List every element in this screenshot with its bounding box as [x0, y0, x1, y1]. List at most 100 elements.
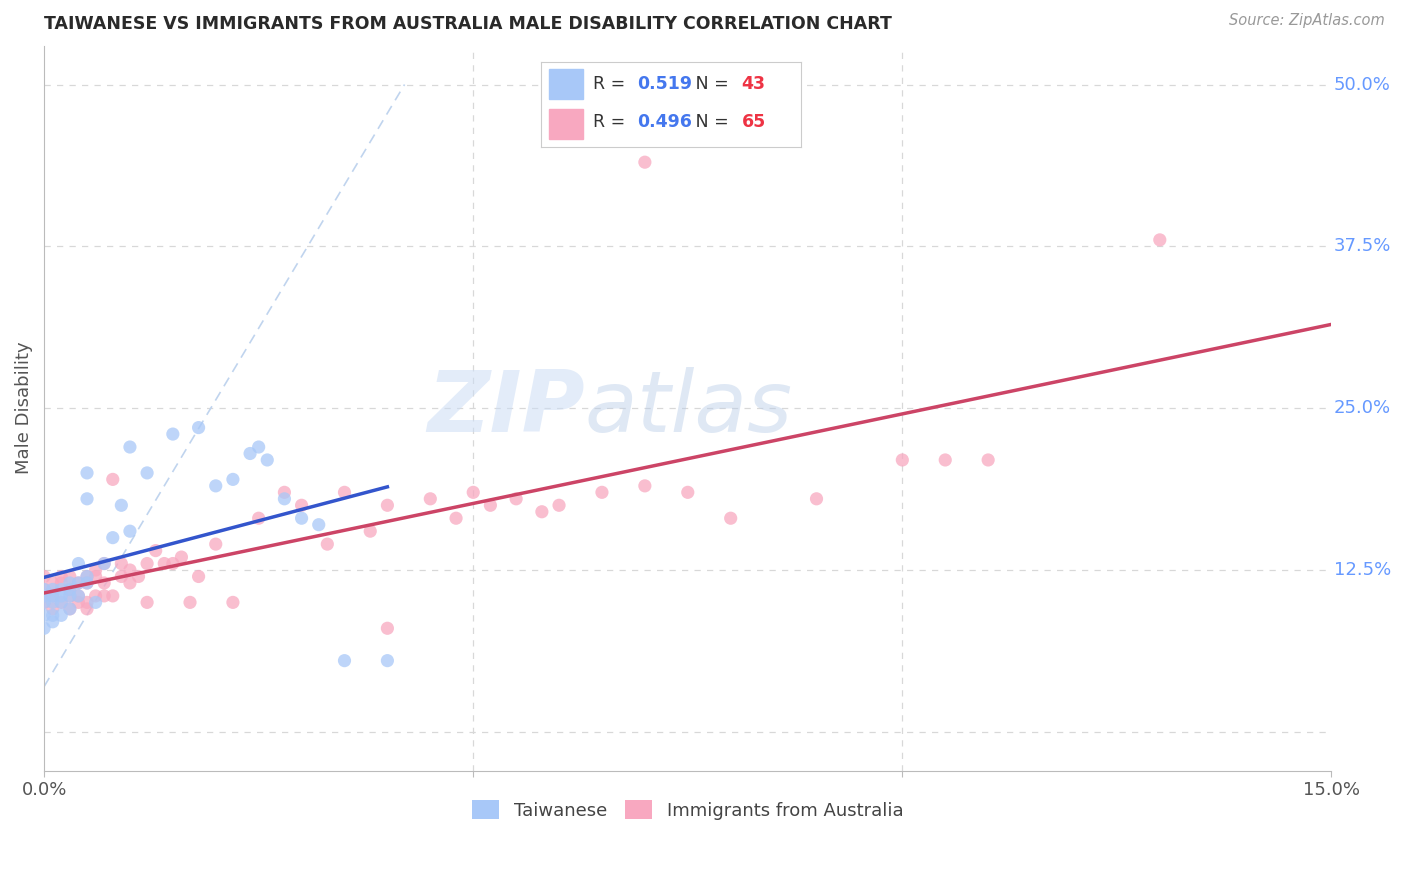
- Point: [806, 491, 828, 506]
- Point: [444, 511, 467, 525]
- Point: [41, 576, 63, 591]
- Point: [290, 511, 312, 525]
- Point: [548, 498, 571, 512]
- Point: [530, 505, 553, 519]
- Point: [67, 589, 90, 603]
- Point: [51, 582, 73, 597]
- Point: [32, 589, 55, 603]
- Point: [290, 498, 312, 512]
- Point: [934, 453, 956, 467]
- Point: [101, 531, 124, 545]
- Point: [179, 595, 201, 609]
- Point: [41, 582, 63, 597]
- Point: [41, 602, 63, 616]
- Point: [59, 582, 82, 597]
- Point: [41, 608, 63, 623]
- Point: [67, 589, 90, 603]
- Point: [463, 485, 485, 500]
- Text: Source: ZipAtlas.com: Source: ZipAtlas.com: [1229, 13, 1385, 29]
- Point: [333, 485, 356, 500]
- Point: [110, 557, 132, 571]
- Point: [720, 511, 742, 525]
- Point: [145, 543, 167, 558]
- Legend: Taiwanese, Immigrants from Australia: Taiwanese, Immigrants from Australia: [465, 793, 911, 827]
- Text: N =: N =: [689, 75, 734, 93]
- Point: [67, 557, 90, 571]
- Point: [84, 563, 107, 577]
- Point: [59, 576, 82, 591]
- Point: [84, 595, 107, 609]
- Point: [187, 420, 209, 434]
- Point: [333, 654, 356, 668]
- Point: [128, 569, 150, 583]
- Point: [84, 569, 107, 583]
- Point: [32, 595, 55, 609]
- Point: [479, 498, 502, 512]
- Point: [222, 595, 245, 609]
- Point: [59, 602, 82, 616]
- Text: 0.519: 0.519: [637, 75, 693, 93]
- Point: [76, 569, 98, 583]
- Text: 43: 43: [741, 75, 766, 93]
- Point: [634, 479, 657, 493]
- Point: [51, 595, 73, 609]
- Text: R =: R =: [593, 75, 631, 93]
- Point: [32, 582, 55, 597]
- Point: [247, 511, 270, 525]
- Text: 0.496: 0.496: [637, 113, 692, 131]
- Point: [59, 589, 82, 603]
- Point: [59, 569, 82, 583]
- Text: 12.5%: 12.5%: [1334, 561, 1392, 579]
- Bar: [550, 109, 583, 139]
- Point: [32, 621, 55, 635]
- Point: [359, 524, 381, 538]
- Point: [51, 595, 73, 609]
- Point: [101, 472, 124, 486]
- Point: [591, 485, 613, 500]
- Point: [977, 453, 1000, 467]
- Point: [204, 479, 226, 493]
- Point: [76, 595, 98, 609]
- Point: [676, 485, 699, 500]
- Point: [93, 557, 115, 571]
- Point: [41, 589, 63, 603]
- Point: [136, 595, 159, 609]
- Point: [316, 537, 339, 551]
- Point: [118, 563, 141, 577]
- Point: [110, 569, 132, 583]
- Text: TAIWANESE VS IMMIGRANTS FROM AUSTRALIA MALE DISABILITY CORRELATION CHART: TAIWANESE VS IMMIGRANTS FROM AUSTRALIA M…: [44, 15, 891, 33]
- Text: ZIP: ZIP: [427, 367, 585, 450]
- Point: [76, 576, 98, 591]
- Point: [76, 466, 98, 480]
- Point: [256, 453, 278, 467]
- Point: [76, 576, 98, 591]
- Text: N =: N =: [689, 113, 734, 131]
- Point: [273, 485, 295, 500]
- Point: [136, 466, 159, 480]
- Text: 37.5%: 37.5%: [1334, 237, 1392, 255]
- Point: [153, 557, 176, 571]
- Point: [891, 453, 914, 467]
- Point: [170, 550, 193, 565]
- Point: [162, 427, 184, 442]
- Point: [377, 654, 399, 668]
- Point: [51, 589, 73, 603]
- Point: [162, 557, 184, 571]
- Point: [76, 569, 98, 583]
- Text: R =: R =: [593, 113, 631, 131]
- Point: [93, 557, 115, 571]
- Point: [1149, 233, 1171, 247]
- Point: [41, 615, 63, 629]
- Point: [505, 491, 527, 506]
- Point: [634, 155, 657, 169]
- Text: 25.0%: 25.0%: [1334, 400, 1391, 417]
- Point: [76, 491, 98, 506]
- Point: [118, 576, 141, 591]
- Point: [377, 498, 399, 512]
- Point: [308, 517, 330, 532]
- Bar: [550, 70, 583, 99]
- Point: [93, 576, 115, 591]
- Point: [59, 589, 82, 603]
- Point: [204, 537, 226, 551]
- Point: [32, 569, 55, 583]
